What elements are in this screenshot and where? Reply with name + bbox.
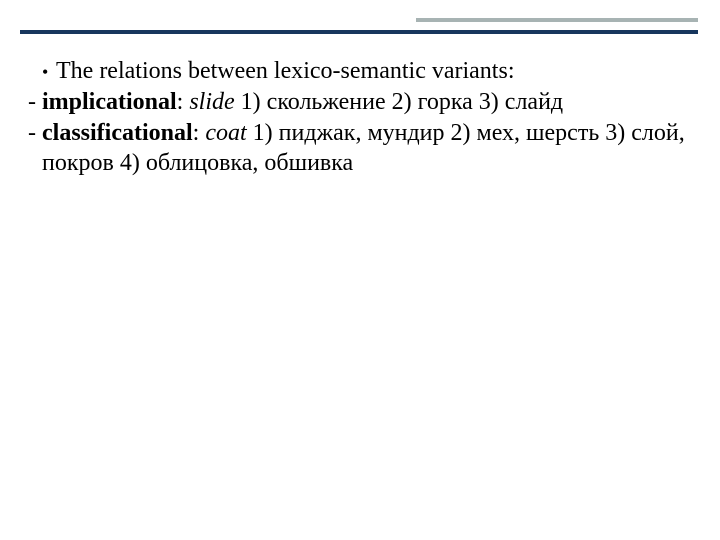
term-rest: 1) скольжение 2) горка 3) слайд [235, 89, 563, 115]
bullet-dot-icon [28, 56, 56, 87]
colon: : [193, 120, 200, 146]
term-label: implicational [42, 89, 177, 115]
term-word: slide [189, 89, 234, 115]
bullet-item: The relations between lexico-semantic va… [28, 56, 690, 87]
slide: The relations between lexico-semantic va… [0, 0, 720, 540]
entry-text: implicational: slide 1) скольжение 2) го… [42, 87, 690, 118]
bullet-text: The relations between lexico-semantic va… [56, 56, 690, 87]
dash-marker: - [28, 118, 42, 179]
term-label: classificational [42, 120, 193, 146]
entry-text: classificational: coat 1) пиджак, мундир… [42, 118, 690, 179]
term-word: coat [205, 120, 246, 146]
dash-marker: - [28, 87, 42, 118]
content-block: The relations between lexico-semantic va… [28, 56, 690, 179]
accent-rule-bottom [20, 30, 698, 34]
list-item: - implicational: slide 1) скольжение 2) … [28, 87, 690, 118]
colon: : [177, 89, 184, 115]
accent-rule-top [416, 18, 698, 22]
list-item: - classificational: coat 1) пиджак, мунд… [28, 118, 690, 179]
